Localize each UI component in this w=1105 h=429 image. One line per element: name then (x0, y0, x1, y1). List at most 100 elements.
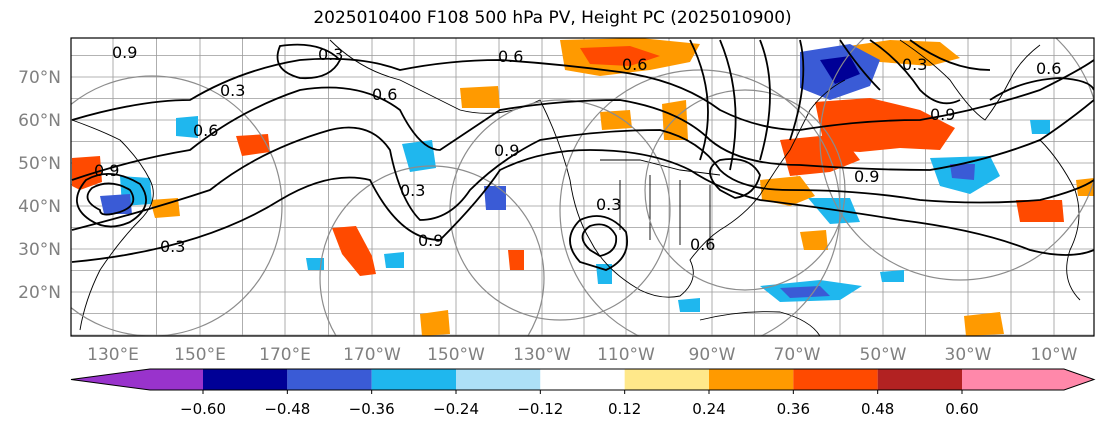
colorbar-bin (203, 369, 288, 390)
pv-blob-negative (402, 140, 436, 172)
pv-blob-negative (808, 198, 860, 224)
contour-line (689, 39, 881, 171)
pv-blob-positive (460, 86, 500, 108)
contour-label: 0.6 (193, 121, 218, 140)
contour-label: 0.9 (854, 167, 879, 186)
chart-title: 2025010400 F108 500 hPa PV, Height PC (2… (313, 8, 792, 28)
pv-blob-positive (420, 310, 450, 336)
colorbar-tick-label: 0.24 (692, 400, 725, 418)
latitude-label: 40°N (18, 197, 61, 217)
pv-blob-negative (880, 270, 904, 282)
colorbar-bin-extend-min (71, 369, 203, 390)
contour-label: 0.3 (902, 55, 927, 74)
colorbar-tick-label: −0.12 (517, 400, 563, 418)
colorbar: −0.60 −0.48 −0.36 −0.24 −0.12 0.12 0.24 0.36 0.4… (70, 368, 1096, 418)
longitude-label: 30°W (945, 345, 992, 365)
colorbar-bin (287, 369, 372, 390)
latitude-label: 50°N (18, 154, 61, 174)
pv-blob-negative (484, 186, 506, 210)
pv-blob-negative (100, 194, 132, 214)
colorbar-bin (709, 369, 794, 390)
great-circle (319, 165, 545, 336)
longitude-label: 10°W (1031, 345, 1078, 365)
pv-blob-negative (780, 286, 830, 298)
longitude-label: 150°W (427, 345, 485, 365)
contour-label: 0.3 (160, 237, 185, 256)
coastline-south-america (699, 311, 821, 336)
colorbar-bin-extend-max (962, 369, 1094, 390)
pv-blob-negative (820, 56, 860, 84)
pv-blob-negative (176, 116, 198, 138)
pv-blob-positive (964, 312, 1004, 336)
pv-blob-positive (332, 226, 376, 276)
contour-label: 0.6 (1036, 59, 1061, 78)
contour-line (989, 77, 1094, 101)
contour-label: 0.6 (622, 55, 647, 74)
colorbar-bin (371, 369, 456, 390)
contour-label: 0.3 (596, 195, 621, 214)
colorbar-tick-label: 0.48 (861, 400, 894, 418)
pv-shading (72, 38, 1094, 336)
longitude-label: 170°W (343, 345, 401, 365)
contour-label: 0.9 (418, 231, 443, 250)
map-content: 0.6 0.9 0.3 0.6 0.9 0.3 0.6 0.9 0.3 0.9 0.6 0.9 0.3 0… (71, 38, 1094, 336)
contour-labels: 0.6 0.9 0.3 0.6 0.9 0.3 0.6 0.9 0.3 0.9 0.6 0.9 0.3 0… (94, 43, 1061, 256)
contour-line (569, 215, 628, 271)
pv-blob-positive (800, 230, 828, 250)
pv-blob-positive (760, 176, 815, 206)
gridlines (71, 38, 1094, 336)
map-frame (70, 37, 1095, 337)
colorbar-tick-label: 0.60 (945, 400, 978, 418)
coastline-asia (71, 119, 154, 331)
longitude-label: 150°E (174, 345, 226, 365)
contour-line (71, 86, 1094, 181)
pv-blob-positive (72, 156, 102, 190)
pv-blob-positive (600, 110, 632, 130)
contour-line (71, 57, 1094, 131)
great-circle (644, 89, 846, 291)
contour-line (276, 43, 342, 80)
contour-label: 0.6 (372, 85, 397, 104)
pv-blob-positive (1016, 200, 1064, 222)
colorbar-tick-label: 0.12 (608, 400, 641, 418)
latitude-label: 20°N (18, 283, 61, 303)
colorbar-tick-label: −0.36 (349, 400, 395, 418)
contour-label: 0.9 (94, 161, 119, 180)
height-contours (71, 39, 1094, 271)
contour-line (86, 182, 135, 216)
contour-label: 0.3 (220, 81, 245, 100)
colorbar-tick-label: −0.48 (264, 400, 310, 418)
pv-blob-positive (508, 250, 524, 270)
pv-blob-negative (306, 258, 324, 270)
colorbar-bin (877, 369, 962, 390)
coastline-greenland (899, 39, 1041, 121)
pv-blob-negative (1030, 120, 1050, 134)
great-circle (71, 75, 283, 336)
latitude-label: 70°N (18, 68, 61, 88)
contour-label: 0.6 (498, 47, 523, 66)
contour-line (71, 126, 1094, 231)
great-circle (819, 38, 1094, 281)
contour-label: 0.9 (494, 141, 519, 160)
latitude-label: 30°N (18, 240, 61, 260)
colorbar-bin (456, 369, 541, 390)
colorbar-tick-label: −0.60 (180, 400, 226, 418)
pv-blob-positive (662, 100, 688, 140)
longitude-label: 70°W (774, 345, 821, 365)
coastlines (71, 39, 1081, 336)
contour-label: 0.6 (690, 235, 715, 254)
colorbar-bin (624, 369, 709, 390)
latitude-labels: 70°N 60°N 50°N 40°N 30°N 20°N (18, 68, 61, 303)
colorbar-outline (70, 368, 1096, 391)
pv-blob-negative (384, 252, 404, 268)
contour-line (869, 39, 991, 105)
contour-label: 0.3 (400, 181, 425, 200)
coastline-north-america (329, 39, 846, 298)
contour-line (581, 223, 618, 257)
longitude-labels: 130°E 150°E 170°E 170°W 150°W 130°W 110°W 90°W 7… (87, 345, 1078, 365)
longitude-label: 110°W (597, 345, 655, 365)
longitude-label: 130°W (513, 345, 571, 365)
colorbar-bin (540, 369, 625, 390)
colorbar-bin (793, 369, 878, 390)
colorbar-tick-label: 0.36 (777, 400, 810, 418)
